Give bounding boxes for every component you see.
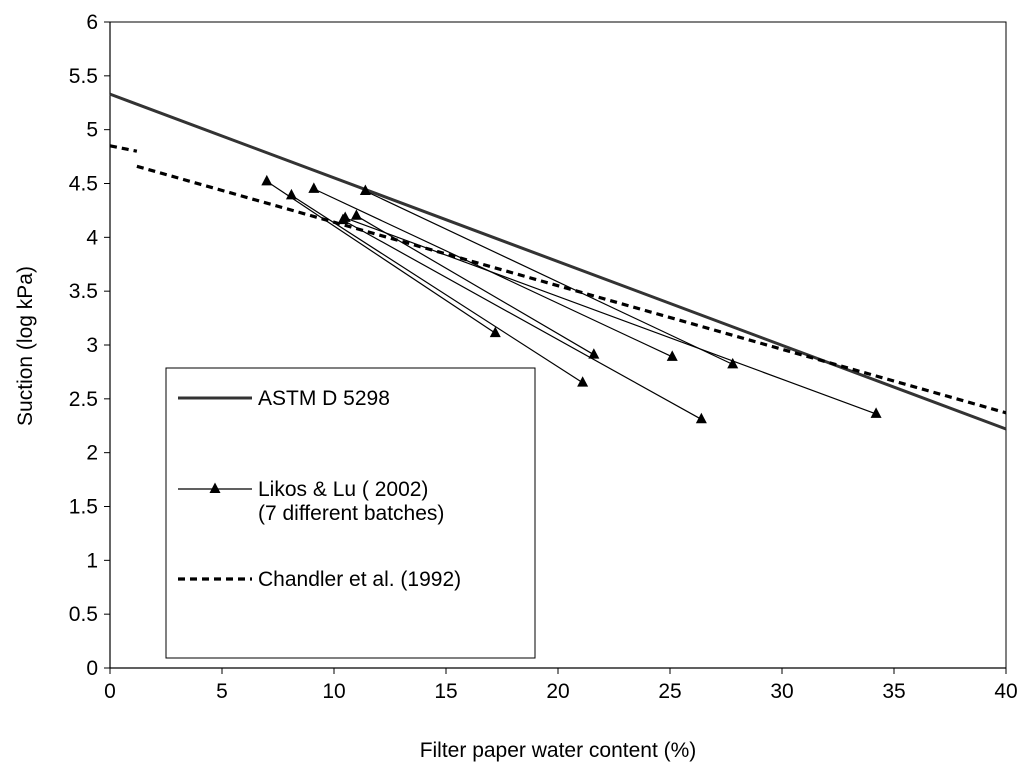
data-point-likos: [308, 182, 320, 193]
legend-label: Chandler et al. (1992): [258, 568, 461, 591]
y-tick-label: 3: [86, 334, 98, 357]
y-axis-title: Suction (log kPa): [14, 266, 37, 426]
y-tick-label: 6: [86, 11, 98, 34]
data-point-likos: [727, 357, 739, 369]
x-tick-label: 25: [658, 680, 681, 703]
data-point-likos: [339, 211, 351, 222]
y-tick-label: 0.5: [69, 603, 98, 626]
plot-area: 0 0.5 1 1.5 2 2.5 3 3.5 4 4.5 5 5.5 6 0 5 10 15 20 25 30 35 4…: [69, 11, 1018, 703]
series-line-likos: [342, 219, 702, 420]
x-tick-label: 5: [216, 680, 228, 703]
y-tick-label: 1: [86, 549, 98, 572]
series-line-likos: [291, 194, 583, 384]
data-point-likos: [577, 376, 589, 387]
x-tick-label: 15: [434, 680, 457, 703]
legend: ASTM D 5298 Likos & Lu ( 2002)(7 differen…: [165, 367, 536, 659]
series-line-astm: [109, 92, 1007, 431]
x-tick-label: 30: [770, 680, 793, 703]
data-point-likos: [359, 184, 371, 196]
data-point-likos: [489, 326, 501, 338]
series-line-chandler: [109, 144, 138, 153]
y-tick-label: 4.5: [69, 173, 98, 196]
data-point-likos: [350, 209, 362, 220]
x-tick-label: 35: [882, 680, 905, 703]
y-tick-label: 3.5: [69, 280, 98, 303]
legend-label: ASTM D 5298: [258, 387, 390, 410]
legend-label: (7 different batches): [258, 502, 444, 525]
legend-label: Likos & Lu ( 2002): [258, 478, 428, 501]
x-axis-title: Filter paper water content (%): [420, 739, 697, 762]
x-tick-label: 40: [994, 680, 1017, 703]
series-line-likos: [365, 190, 733, 365]
legend-box: [165, 367, 536, 659]
y-tick-label: 2.5: [69, 388, 98, 411]
legend-marker-likos: [209, 482, 221, 493]
series-line-likos: [266, 180, 496, 334]
x-tick-label: 20: [546, 680, 569, 703]
series-line-likos: [344, 217, 877, 415]
data-point-likos: [870, 407, 882, 418]
data-point-likos: [285, 188, 297, 200]
series-line-likos: [356, 215, 595, 356]
y-tick-label: 4: [86, 226, 98, 249]
data-point-likos: [261, 174, 273, 186]
y-tick-label: 5: [86, 119, 98, 142]
x-tick-label: 10: [322, 680, 345, 703]
y-tick-label: 2: [86, 442, 98, 465]
y-tick-label: 5.5: [69, 65, 98, 88]
x-tick-label: 0: [104, 680, 116, 703]
y-tick-label: 0: [86, 657, 98, 680]
data-point-likos: [588, 348, 600, 359]
data-point-likos: [666, 350, 678, 361]
data-point-likos: [695, 412, 707, 424]
y-tick-label: 1.5: [69, 496, 98, 519]
series-line-chandler: [136, 164, 1007, 415]
